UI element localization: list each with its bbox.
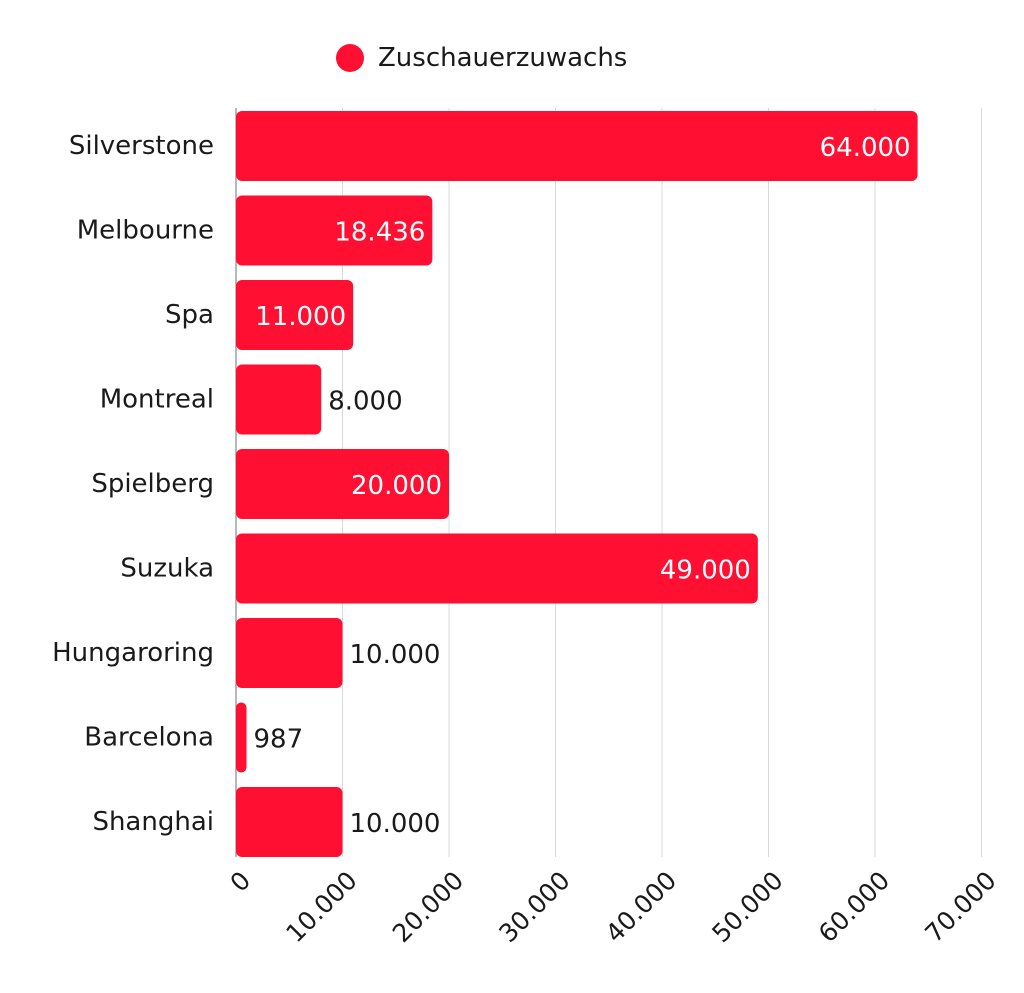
bar-value-label: 20.000 <box>351 471 442 501</box>
category-labels-layer: Silverstone Melbourne Spa Montreal Spielberg… <box>52 131 214 837</box>
x-tick-label: 10.000 <box>280 866 362 948</box>
category-label: Silverstone <box>69 131 214 161</box>
category-label: Barcelona <box>84 723 214 753</box>
bar-value-label: 11.000 <box>255 302 346 332</box>
bar <box>236 280 354 350</box>
x-axis-ticks-layer: 0 10.000 20.000 30.000 40.000 50.000 60.000 70.… <box>224 866 1001 948</box>
bar <box>236 195 433 266</box>
bar-value-label: 987 <box>254 725 304 755</box>
category-label: Hungaroring <box>52 638 214 668</box>
legend-swatch <box>336 44 364 72</box>
x-tick-label: 50.000 <box>706 866 788 948</box>
bars-layer <box>236 111 918 857</box>
bar-value-label: 18.436 <box>334 218 425 248</box>
x-tick-label: 30.000 <box>493 866 575 948</box>
bar <box>236 111 918 181</box>
x-tick-label: 60.000 <box>813 866 895 948</box>
category-label: Spielberg <box>91 469 214 499</box>
category-label: Montreal <box>100 385 214 415</box>
bar-value-label: 64.000 <box>820 133 911 163</box>
bar-value-label: 8.000 <box>328 387 402 417</box>
bar <box>236 449 449 519</box>
bar <box>236 702 247 773</box>
value-labels-layer: 64.000 18.436 11.000 8.000 20.000 49.000 10.00… <box>254 133 911 839</box>
x-tick-label: 0 <box>224 866 256 898</box>
bar <box>236 618 343 688</box>
bar <box>236 364 322 435</box>
bar-value-label: 10.000 <box>350 809 441 839</box>
bar-value-label: 49.000 <box>660 556 751 586</box>
legend: Zuschauerzuwachs <box>336 43 627 73</box>
legend-label: Zuschauerzuwachs <box>378 43 627 73</box>
category-label: Suzuka <box>120 554 214 584</box>
x-tick-label: 70.000 <box>919 866 1001 948</box>
x-tick-label: 40.000 <box>600 866 682 948</box>
category-label: Melbourne <box>77 216 214 246</box>
bar <box>236 787 343 857</box>
bar-value-label: 10.000 <box>350 640 441 670</box>
category-label: Spa <box>165 300 214 330</box>
bar <box>236 533 758 604</box>
category-label: Shanghai <box>92 807 214 837</box>
x-tick-label: 20.000 <box>387 866 469 948</box>
